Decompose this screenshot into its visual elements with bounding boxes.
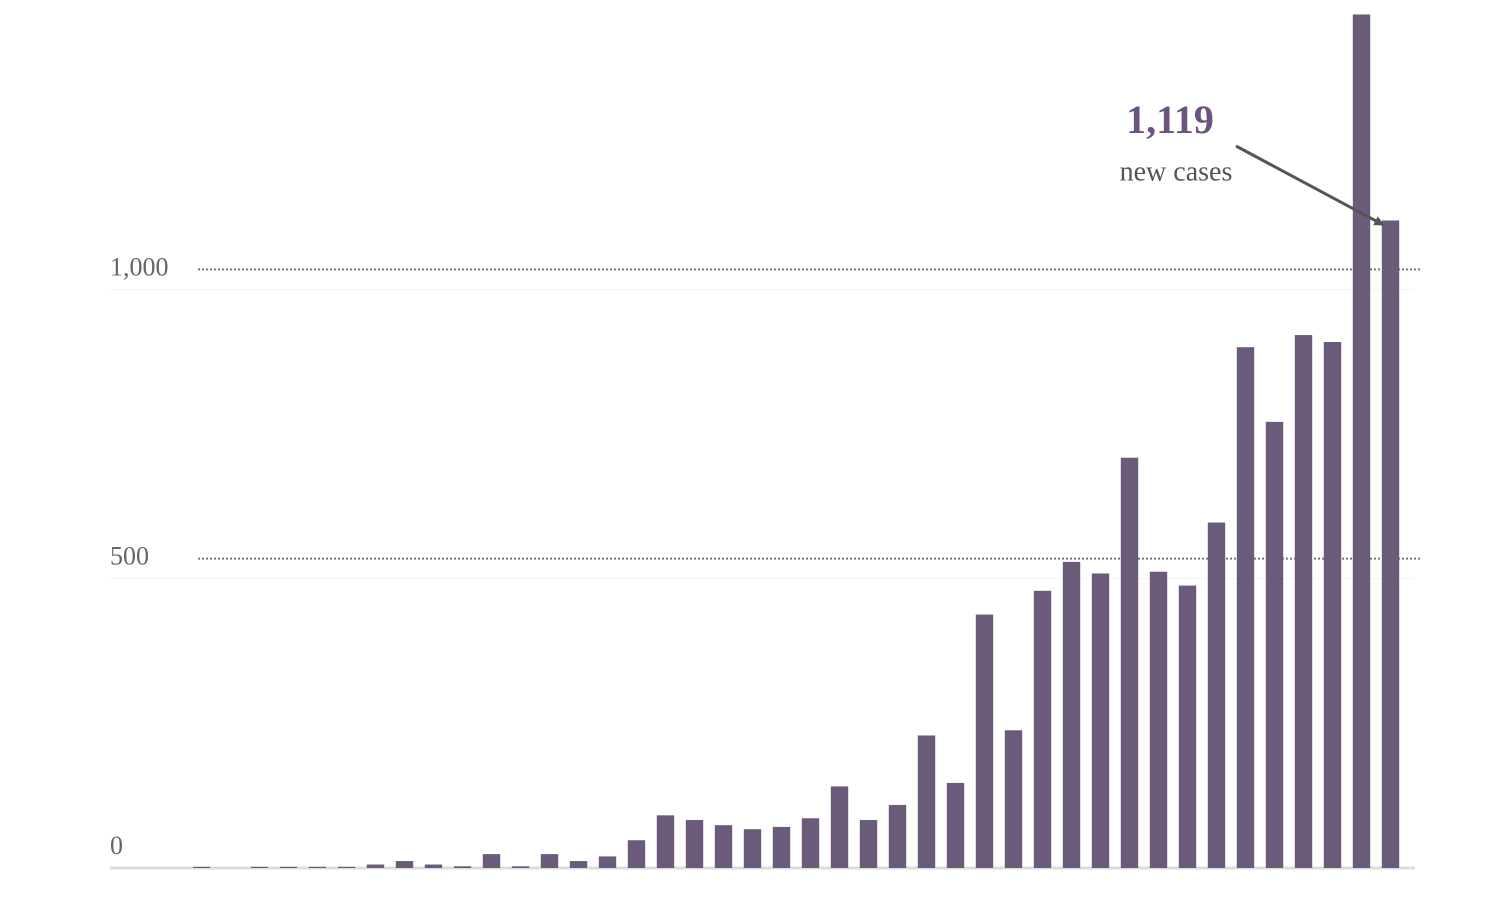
bar [511,866,530,868]
bar [946,782,965,868]
bar [743,829,762,868]
bar [337,866,356,868]
y-tick-label: 0 [110,831,123,860]
annotation-value: 1,119 [1126,97,1214,142]
bar [1004,730,1023,868]
bar [1265,421,1284,868]
bar [714,825,733,868]
bar [1120,457,1139,868]
bar [395,861,414,868]
bar [772,826,791,868]
annotation-arrow [1235,144,1385,226]
bar [453,866,472,868]
bar [1178,585,1197,868]
bar [569,861,588,868]
bar [482,854,501,868]
bar [1091,573,1110,868]
bar [366,864,385,868]
bar [308,866,327,868]
bar [1207,522,1226,868]
bar [1236,347,1255,868]
bar [1294,335,1313,869]
bar [1352,14,1371,868]
bar [279,866,298,868]
bar [540,854,559,868]
bar [975,614,994,868]
bar [1323,341,1342,868]
y-tick-label: 500 [110,542,149,571]
bar [1149,571,1168,868]
bar [250,866,269,868]
bar [627,840,646,868]
bar [801,818,820,868]
annotation-text: new cases [1120,156,1233,187]
y-tick-label: 1,000 [110,252,169,281]
bar [1062,561,1081,868]
bar [685,819,704,868]
bar [1381,220,1400,869]
bar [656,815,675,868]
bar [598,856,617,868]
bar [424,864,443,868]
bar [859,819,878,868]
bar [1033,590,1052,868]
bar [917,735,936,868]
bar [192,866,211,868]
bar [888,804,907,868]
bar [830,786,849,868]
